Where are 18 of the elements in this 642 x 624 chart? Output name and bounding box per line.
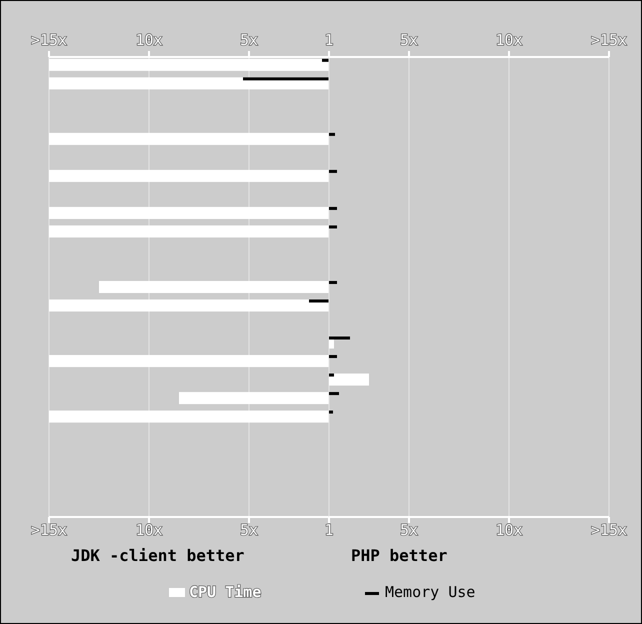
x-tick-label: >15x xyxy=(590,31,628,49)
x2-tick-label: 5x xyxy=(240,521,258,539)
x2-tick-label: 10x xyxy=(495,521,523,539)
text: JDK -client better xyxy=(71,546,244,565)
legend-label: CPU Time xyxy=(189,583,262,601)
x2-tick-label: >15x xyxy=(30,521,68,539)
x-tick-label: 5x xyxy=(240,31,258,49)
x2-tick-label: >15x xyxy=(590,521,628,539)
legend-label: Memory Use xyxy=(385,583,476,601)
x-tick-label: 5x xyxy=(400,31,418,49)
x2-tick-label: 10x xyxy=(135,521,163,539)
x2-tick-label: 5x xyxy=(400,521,418,539)
x-tick-label: 1 xyxy=(324,31,334,49)
x-tick-label: >15x xyxy=(30,31,68,49)
x2-tick-label: 1 xyxy=(324,521,334,539)
x-tick-label: 10x xyxy=(495,31,523,49)
text: PHP better xyxy=(351,546,448,565)
x-tick-label: 10x xyxy=(135,31,163,49)
